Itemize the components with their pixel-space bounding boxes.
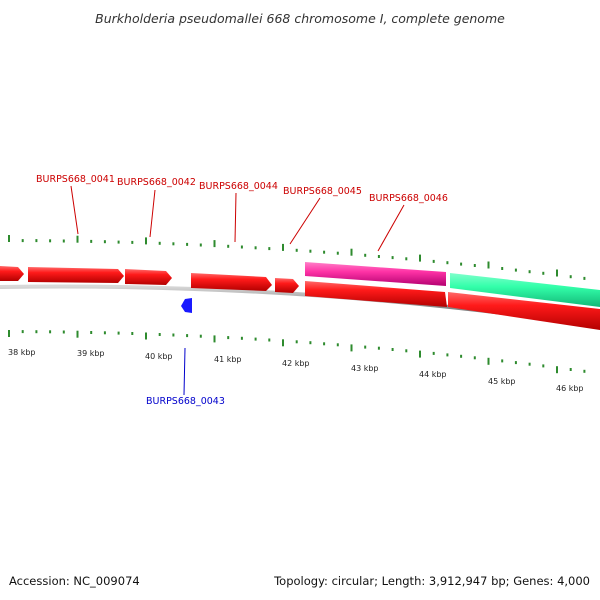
- leader-line-0045: [289, 197, 321, 245]
- map-title: Burkholderia pseudomallei 668 chromosome…: [95, 11, 505, 26]
- ruler-label-45kbp: 45 kbp: [488, 377, 516, 386]
- ruler-label-46kbp: 46 kbp: [556, 384, 584, 393]
- gene-label-0044: BURPS668_0044: [199, 181, 278, 192]
- ruler-label-41kbp: 41 kbp: [214, 355, 242, 364]
- gene-arrow-0044[interactable]: [191, 273, 272, 291]
- leader-line-0042: [149, 189, 156, 238]
- ruler-label-39kbp: 39 kbp: [77, 349, 105, 358]
- leader-line-0046: [377, 204, 405, 252]
- gene-label-0046: BURPS668_0046: [369, 193, 448, 204]
- gene-label-0043: BURPS668_0043: [146, 396, 225, 407]
- gene-arrow-0041[interactable]: [28, 267, 124, 283]
- feature-band-pink[interactable]: [305, 262, 446, 286]
- feature-band-green[interactable]: [450, 273, 600, 307]
- accession-text: Accession: NC_009074: [9, 574, 140, 588]
- gene-arrow-0046[interactable]: [305, 281, 447, 307]
- leader-line-0044: [234, 192, 237, 243]
- ruler-label-43kbp: 43 kbp: [351, 364, 379, 373]
- gene-label-0042: BURPS668_0042: [117, 177, 196, 188]
- leader-line-0043: [183, 347, 186, 396]
- gene-arrow-0047[interactable]: [448, 292, 600, 330]
- ruler-label-38kbp: 38 kbp: [8, 348, 36, 357]
- ruler-label-44kbp: 44 kbp: [419, 370, 447, 379]
- genome-summary-text: Topology: circular; Length: 3,912,947 bp…: [273, 574, 590, 588]
- gene-arrow-0042[interactable]: [125, 269, 172, 285]
- gene-arrow-0045[interactable]: [275, 278, 299, 293]
- gene-arrow-0043[interactable]: [181, 298, 192, 313]
- leader-line-0041: [70, 185, 79, 235]
- gene-label-0041: BURPS668_0041: [36, 174, 115, 185]
- ruler-label-40kbp: 40 kbp: [145, 352, 173, 361]
- gene-label-0045: BURPS668_0045: [283, 186, 362, 197]
- ruler-label-42kbp: 42 kbp: [282, 359, 310, 368]
- upper-tick-row: [8, 235, 586, 280]
- lower-tick-row: [8, 330, 586, 374]
- gene-arrow-0040[interactable]: [0, 266, 24, 281]
